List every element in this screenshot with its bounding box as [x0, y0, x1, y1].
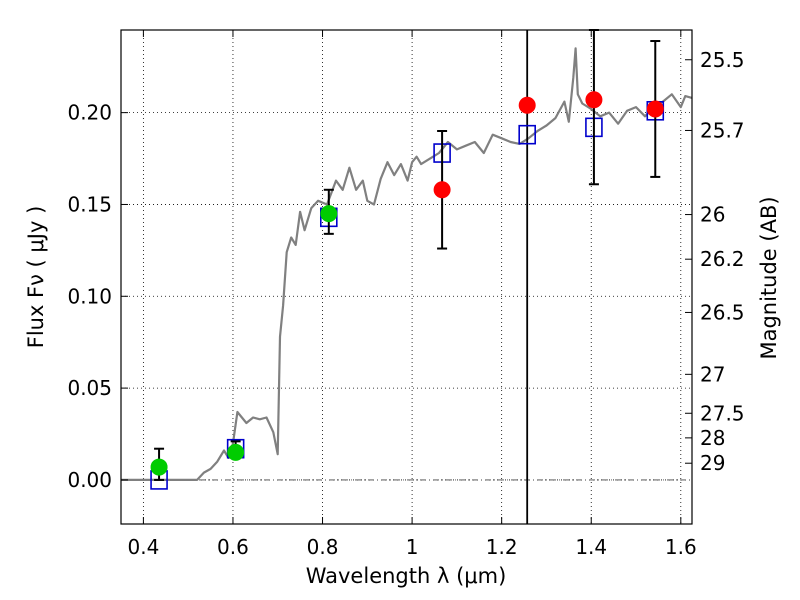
tick-label-layer: 0.4 0.6 0.8 1 1.2 1.4 1.6 0.00 0.05 0.10 0.15 0.20 2… — [67, 48, 744, 559]
y-tick-label: 0.15 — [67, 192, 112, 216]
data-point — [585, 91, 603, 109]
y2-tick-label: 27.5 — [700, 401, 745, 425]
x-tick-label: 1.6 — [665, 535, 697, 559]
data-point — [150, 458, 168, 476]
spectrum-line — [121, 47, 693, 481]
y2-tick-label: 28 — [700, 426, 725, 450]
y2-tick-label: 25.7 — [700, 118, 745, 142]
y-axis-label: Flux Fν ( μJy ) — [24, 206, 48, 349]
x-tick-label: 0.8 — [307, 535, 339, 559]
data-point — [518, 96, 536, 114]
y2-tick-label: 26.5 — [700, 300, 745, 324]
y2-tick-label: 25.5 — [700, 48, 745, 72]
data-point — [320, 205, 338, 223]
y-tick-label: 0.05 — [67, 376, 112, 400]
x-tick-label: 1.2 — [486, 535, 518, 559]
x-tick-label: 1 — [406, 535, 419, 559]
spectrum-layer — [121, 47, 693, 481]
x-tick-label: 0.6 — [217, 535, 249, 559]
y2-tick-label: 26.2 — [700, 247, 745, 271]
y-tick-label: 0.10 — [67, 284, 112, 308]
data-point — [227, 443, 245, 461]
x-axis-label: Wavelength λ (μm) — [306, 564, 507, 588]
tick-layer — [121, 30, 692, 524]
data-point — [433, 181, 451, 199]
y2-tick-label: 26 — [700, 203, 725, 227]
plot-frame — [120, 29, 693, 525]
marker-layer — [150, 29, 665, 490]
data-point — [646, 100, 664, 118]
grid-layer — [121, 30, 692, 524]
y2-tick-label: 29 — [700, 451, 725, 475]
x-tick-label: 1.4 — [575, 535, 607, 559]
y-tick-label: 0.20 — [67, 101, 112, 125]
y2-axis-label: Magnitude (AB) — [757, 196, 781, 359]
y-tick-label: 0.00 — [67, 468, 112, 492]
y2-tick-label: 27 — [700, 362, 725, 386]
x-tick-label: 0.4 — [127, 535, 159, 559]
model-square — [518, 124, 536, 145]
